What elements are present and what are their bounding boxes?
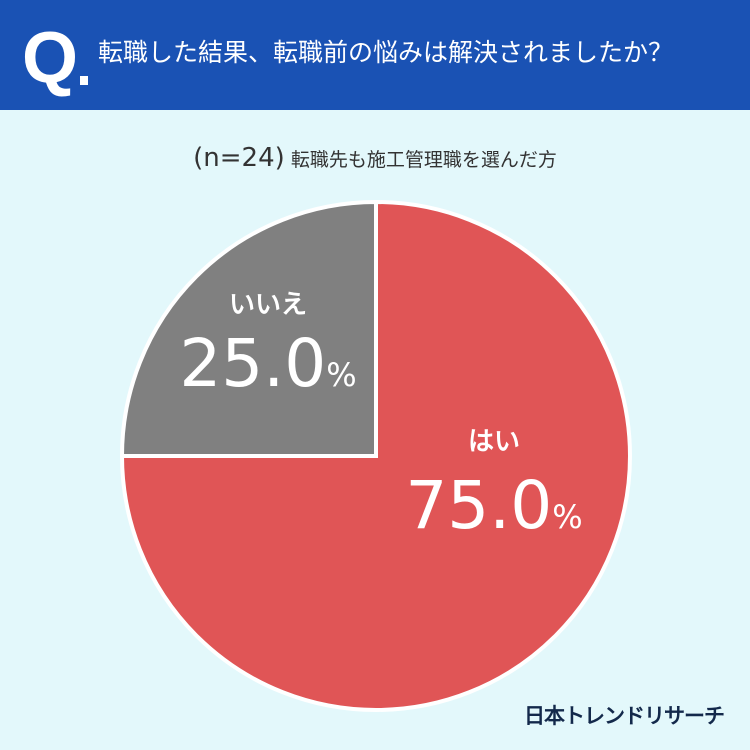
sample-size: (n=24) — [193, 143, 285, 173]
slice-label: はい — [468, 427, 520, 457]
pie-slice-yes — [119, 199, 632, 712]
slice-value: 25.0% — [179, 325, 356, 402]
slice-label: いいえ — [229, 290, 307, 320]
brand-logo: 日本トレンドリサーチ — [524, 704, 725, 728]
q-mark: Q — [22, 18, 79, 98]
q-dot — [80, 76, 88, 85]
question-title: 転職した結果、転職前の悩みは解決されましたか？ — [98, 38, 674, 67]
chart-subtitle: (n=24) 転職先も施工管理職を選んだ方 — [0, 143, 750, 175]
header-banner: Q 転職した結果、転職前の悩みは解決されましたか？ — [0, 0, 750, 110]
slice-value: 75.0% — [405, 467, 582, 544]
subtitle-text: 転職先も施工管理職を選んだ方 — [290, 149, 557, 171]
pie-slice-no — [119, 199, 378, 458]
